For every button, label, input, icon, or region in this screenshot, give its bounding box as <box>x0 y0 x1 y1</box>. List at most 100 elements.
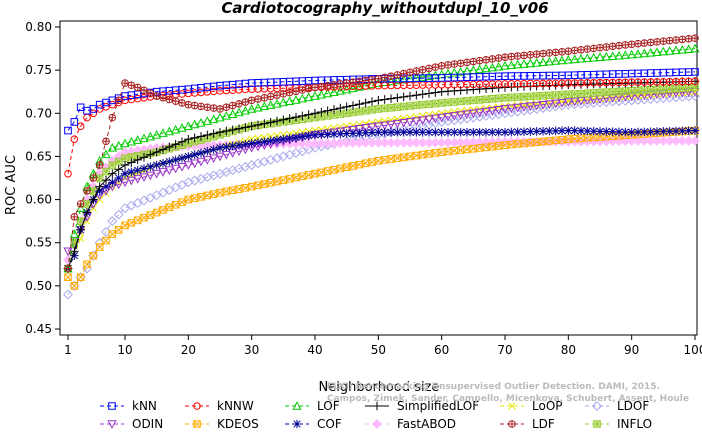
legend-item-cof: COF <box>285 417 342 431</box>
legend-label: LOF <box>317 399 340 413</box>
data-point <box>355 128 364 138</box>
data-point <box>393 103 402 111</box>
data-point <box>221 150 231 160</box>
data-point <box>482 143 490 152</box>
data-point <box>507 52 516 61</box>
series-layer <box>62 34 701 300</box>
data-point <box>538 126 548 136</box>
data-point <box>348 101 358 110</box>
data-point <box>659 37 668 46</box>
data-point <box>627 40 636 49</box>
data-point <box>639 48 649 58</box>
data-point <box>563 54 573 64</box>
data-point <box>266 100 276 109</box>
data-point <box>349 108 357 117</box>
data-point <box>278 97 288 107</box>
data-point <box>215 112 225 122</box>
data-point <box>399 92 408 102</box>
data-point <box>202 116 212 125</box>
data-point <box>374 74 383 83</box>
data-point <box>634 39 642 48</box>
data-point <box>95 100 104 109</box>
data-point <box>120 138 130 148</box>
data-point <box>487 62 497 72</box>
data-point <box>595 52 605 61</box>
legend-marker <box>593 420 601 428</box>
data-point <box>450 146 459 155</box>
data-point <box>431 88 440 97</box>
data-point <box>551 48 560 57</box>
data-point <box>589 52 599 62</box>
data-point <box>259 101 269 111</box>
data-point <box>443 68 453 78</box>
data-point <box>368 158 376 166</box>
data-point <box>545 137 554 145</box>
data-point <box>95 161 104 169</box>
data-point <box>399 74 409 84</box>
data-point <box>449 67 459 77</box>
data-point <box>64 169 72 178</box>
data-point <box>539 91 547 100</box>
data-point <box>234 124 244 133</box>
data-point <box>399 127 408 137</box>
data-point <box>146 211 155 219</box>
data-point <box>114 225 123 234</box>
data-point <box>443 127 453 137</box>
data-point <box>501 141 509 150</box>
legend-marker <box>371 418 383 430</box>
data-point <box>323 167 332 175</box>
data-point <box>481 107 491 117</box>
data-point <box>215 143 225 153</box>
y-tick-label: 0.45 <box>25 322 52 336</box>
data-point <box>304 92 314 102</box>
x-tick-label: 1 <box>64 343 72 357</box>
chart-title: Cardiotocography_withoutdupl_10_v06 <box>221 0 548 17</box>
data-point <box>418 72 428 81</box>
data-point <box>437 99 446 107</box>
series-lof <box>63 43 700 273</box>
data-point <box>444 108 452 117</box>
data-point <box>526 50 535 59</box>
data-point <box>450 108 458 116</box>
data-point <box>336 164 345 173</box>
data-point <box>399 69 408 78</box>
data-point <box>532 92 541 100</box>
data-point <box>190 194 199 202</box>
data-point <box>266 118 275 127</box>
data-point <box>412 101 421 110</box>
x-tick-label: 60 <box>434 343 449 357</box>
data-point <box>658 46 668 56</box>
legend-item-kdeos: KDEOS <box>185 417 259 431</box>
data-point <box>475 64 485 74</box>
legend-item-ldof: LDOF <box>585 399 649 413</box>
data-point <box>164 166 174 176</box>
y-tick-label: 0.75 <box>25 63 52 77</box>
data-point <box>89 174 98 182</box>
data-point <box>475 56 484 65</box>
data-point <box>133 175 143 184</box>
data-point <box>431 99 440 108</box>
data-point <box>437 62 446 70</box>
data-point <box>634 86 642 95</box>
data-point <box>304 84 313 93</box>
data-point <box>240 105 250 115</box>
data-point <box>241 98 250 106</box>
data-point <box>83 200 91 208</box>
data-point <box>64 264 72 273</box>
data-point <box>361 124 371 133</box>
legend-label: kNNW <box>217 399 254 413</box>
data-point <box>361 98 370 108</box>
data-point <box>437 148 446 156</box>
data-point <box>159 93 167 102</box>
data-point <box>222 103 231 112</box>
data-point <box>165 203 174 212</box>
data-point <box>139 152 149 162</box>
data-point <box>273 91 281 99</box>
data-point <box>368 75 376 84</box>
data-point <box>602 43 611 51</box>
data-point <box>596 88 604 97</box>
data-point <box>178 99 186 107</box>
data-point <box>164 126 174 136</box>
data-point <box>374 156 383 165</box>
legend-item-odin: ODIN <box>100 417 163 431</box>
